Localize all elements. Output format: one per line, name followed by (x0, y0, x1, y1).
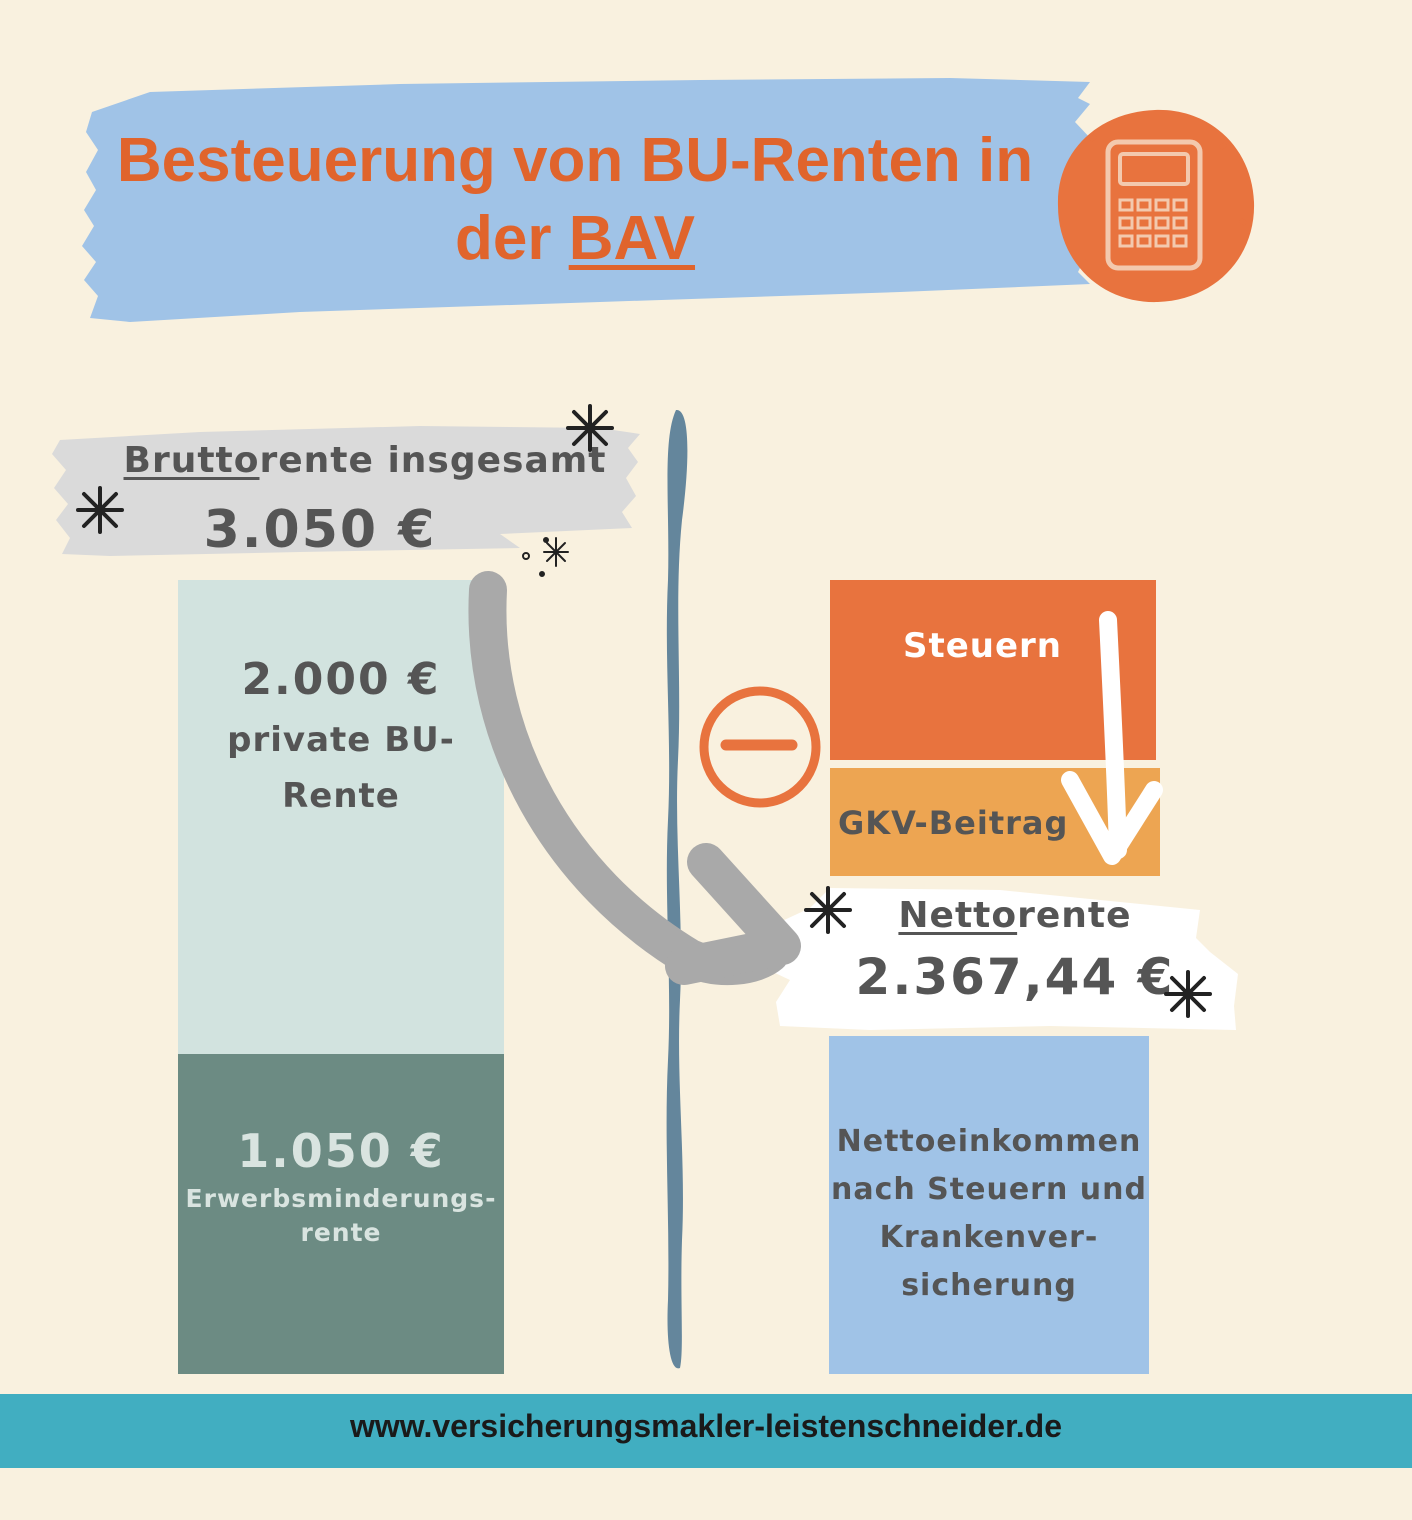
nettoeinkommen-bar: Nettoeinkommen nach Steuern und Krankenv… (829, 1036, 1149, 1374)
footer-website-link[interactable]: www.versicherungsmakler-leistenschneider… (350, 1408, 1062, 1444)
net-desc-line-1: Nettoeinkommen (836, 1124, 1142, 1159)
title-brush-background (82, 78, 1092, 322)
steuern-label: Steuern (902, 626, 1063, 666)
gross-pension-value: 3.050 € (203, 500, 437, 560)
private-label-line-2: Rente (282, 776, 400, 816)
minus-circle-icon (699, 686, 821, 808)
gross-label-underlined: Brutto (123, 440, 260, 481)
page-title: Besteuerung von BU-Renten in der BAV (70, 122, 1080, 278)
gkv-beitrag-label: GKV-Beitrag (838, 804, 1069, 842)
title-line-1: Besteuerung von BU-Renten in (116, 126, 1034, 195)
net-pension-value: 2.367,44 € (855, 948, 1175, 1006)
erwerbsminderungsrente-value: 1.050 € (237, 1124, 445, 1178)
erwerbsminderungsrente-label: Erwerbsminderungs- rente (178, 1182, 504, 1250)
title-line-2-prefix: der (454, 204, 569, 273)
footer-bar: www.versicherungsmakler-leistenschneider… (0, 1394, 1412, 1468)
calculator-icon (1057, 109, 1255, 303)
net-desc-line-2: nach Steuern und (831, 1172, 1147, 1207)
gkv-beitrag-bar: GKV-Beitrag (830, 768, 1160, 876)
gross-label-brush-background (52, 426, 640, 556)
net-desc-line-4: sicherung (901, 1268, 1077, 1303)
net-label-underlined: Netto (898, 895, 1018, 936)
ew-label-line-2: rente (300, 1218, 382, 1247)
gross-pension-label: Bruttorente insgesamt (100, 440, 630, 481)
net-pension-label: Nettorente (850, 895, 1180, 936)
ew-label-line-1: Erwerbsminderungs- (185, 1184, 497, 1213)
net-label-brush-background (760, 888, 1238, 1030)
private-bu-rente-value: 2.000 € (241, 654, 441, 705)
private-bu-rente-label: private BU- Rente (178, 712, 504, 824)
net-label-rest: rente (1017, 895, 1132, 936)
private-label-line-1: private BU- (227, 720, 455, 760)
vertical-divider (666, 409, 688, 1369)
erwerbsminderungsrente-bar: 1.050 € Erwerbsminderungs- rente (178, 1054, 504, 1374)
nettoeinkommen-description: Nettoeinkommen nach Steuern und Krankenv… (829, 1118, 1149, 1310)
gross-label-rest: rente insgesamt (259, 440, 607, 481)
private-bu-rente-bar: 2.000 € private BU- Rente (178, 580, 504, 1054)
net-desc-line-3: Krankenver- (879, 1220, 1099, 1255)
title-bav-underlined: BAV (568, 204, 696, 273)
steuern-bar: Steuern (830, 580, 1156, 760)
title-line-2: der BAV (70, 200, 1080, 278)
